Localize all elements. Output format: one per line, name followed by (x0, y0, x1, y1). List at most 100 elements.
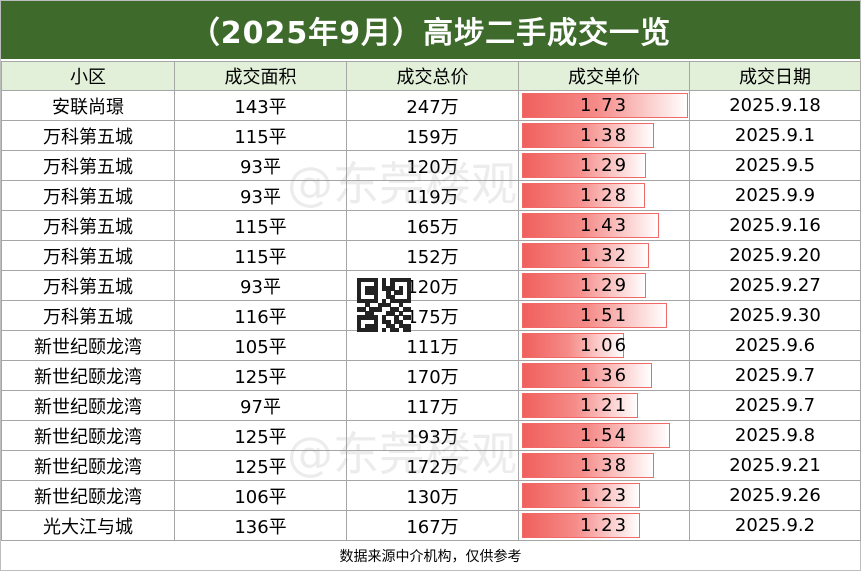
total-price-cell: 159万 (346, 120, 519, 151)
unit-price-cell: 1.73 (518, 90, 690, 121)
unit-price-bar (522, 273, 646, 298)
unit-price-cell: 1.43 (518, 210, 690, 241)
community-cell: 光大江与城 (1, 510, 175, 541)
area-cell: 93平 (174, 150, 347, 181)
date-cell: 2025.9.9 (689, 180, 861, 211)
community-cell: 万科第五城 (1, 270, 175, 301)
community-cell: 万科第五城 (1, 210, 175, 241)
table-row: 万科第五城 93平 120万 1.29 2025.9.5 (1, 150, 861, 181)
total-price-cell: 130万 (346, 480, 519, 511)
community-cell: 万科第五城 (1, 180, 175, 211)
unit-price-bar (522, 183, 645, 208)
area-cell: 125平 (174, 360, 347, 391)
unit-price-label: 1.29 (579, 275, 629, 296)
unit-price-cell: 1.38 (518, 450, 690, 481)
table-row: 万科第五城 115平 165万 1.43 2025.9.16 (1, 210, 861, 241)
date-cell: 2025.9.2 (689, 510, 861, 541)
date-cell: 2025.9.18 (689, 90, 861, 121)
total-price-cell: 165万 (346, 210, 519, 241)
unit-price-cell: 1.32 (518, 240, 690, 271)
qr-code-icon (357, 278, 412, 333)
header-area: 成交面积 (174, 61, 347, 91)
unit-price-label: 1.28 (579, 185, 629, 206)
date-cell: 2025.9.7 (689, 360, 861, 391)
unit-price-label: 1.43 (579, 215, 629, 236)
unit-price-cell: 1.23 (518, 510, 690, 541)
header-unit-price: 成交单价 (518, 61, 690, 91)
table-row: 光大江与城 136平 167万 1.23 2025.9.2 (1, 510, 861, 541)
watermark-text: @东莞楼观 (287, 157, 517, 211)
table-row: 新世纪颐龙湾 125平 172万 1.38 2025.9.21 (1, 450, 861, 481)
unit-price-bar (522, 423, 670, 448)
date-cell: 2025.9.20 (689, 240, 861, 271)
unit-price-bar (522, 123, 654, 148)
community-cell: 安联尚璟 (1, 90, 175, 121)
watermark-text: @东莞楼观 (287, 427, 517, 481)
unit-price-bar (522, 153, 646, 178)
data-source-note: 数据来源中介机构，仅供参考 (339, 548, 522, 565)
unit-price-bar (522, 483, 640, 508)
unit-price-cell: 1.54 (518, 420, 690, 451)
page-title: （2025年9月）高埗二手成交一览 (1, 1, 860, 59)
unit-price-bar (522, 393, 638, 418)
unit-price-cell: 1.29 (518, 270, 690, 301)
unit-price-label: 1.73 (579, 95, 629, 116)
unit-price-bar (522, 93, 688, 118)
area-cell: 115平 (174, 120, 347, 151)
unit-price-bar (522, 243, 649, 268)
header-total-price: 成交总价 (346, 61, 519, 91)
community-cell: 新世纪颐龙湾 (1, 480, 175, 511)
community-cell: 万科第五城 (1, 150, 175, 181)
date-cell: 2025.9.7 (689, 390, 861, 421)
community-cell: 新世纪颐龙湾 (1, 360, 175, 391)
date-cell: 2025.9.27 (689, 270, 861, 301)
unit-price-label: 1.51 (579, 305, 629, 326)
date-cell: 2025.9.1 (689, 120, 861, 151)
table-row: 万科第五城 93平 120万 1.29 2025.9.27 (1, 270, 861, 301)
community-cell: 新世纪颐龙湾 (1, 330, 175, 361)
table-row: 安联尚璟 143平 247万 1.73 2025.9.18 (1, 90, 861, 121)
total-price-cell: 172万 (346, 450, 519, 481)
transactions-table: 小区 成交面积 成交总价 成交单价 成交日期 安联尚璟 143平 247万 1.73 2… (1, 61, 861, 541)
total-price-cell: 247万 (346, 90, 519, 121)
table-row: 万科第五城 115平 152万 1.32 2025.9.20 (1, 240, 861, 271)
community-cell: 万科第五城 (1, 240, 175, 271)
area-cell: 106平 (174, 480, 347, 511)
area-cell: 93平 (174, 180, 347, 211)
table-row: 新世纪颐龙湾 97平 117万 1.21 2025.9.7 (1, 390, 861, 421)
area-cell: 93平 (174, 270, 347, 301)
unit-price-cell: 1.38 (518, 120, 690, 151)
date-cell: 2025.9.26 (689, 480, 861, 511)
unit-price-cell: 1.28 (518, 180, 690, 211)
total-price-cell: 167万 (346, 510, 519, 541)
unit-price-label: 1.06 (579, 335, 629, 356)
table-row: 万科第五城 115平 159万 1.38 2025.9.1 (1, 120, 861, 151)
date-cell: 2025.9.5 (689, 150, 861, 181)
unit-price-label: 1.32 (579, 245, 629, 266)
community-cell: 新世纪颐龙湾 (1, 450, 175, 481)
unit-price-cell: 1.36 (518, 360, 690, 391)
unit-price-label: 1.23 (579, 515, 629, 536)
total-price-cell: 120万 (346, 150, 519, 181)
date-cell: 2025.9.6 (689, 330, 861, 361)
unit-price-label: 1.54 (579, 425, 629, 446)
unit-price-cell: 1.23 (518, 480, 690, 511)
area-cell: 115平 (174, 240, 347, 271)
unit-price-cell: 1.51 (518, 300, 690, 331)
area-cell: 97平 (174, 390, 347, 421)
unit-price-bar (522, 213, 659, 238)
unit-price-label: 1.23 (579, 485, 629, 506)
area-cell: 105平 (174, 330, 347, 361)
area-cell: 143平 (174, 90, 347, 121)
date-cell: 2025.9.21 (689, 450, 861, 481)
unit-price-cell: 1.29 (518, 150, 690, 181)
header-community: 小区 (1, 61, 175, 91)
unit-price-cell: 1.06 (518, 330, 690, 361)
unit-price-label: 1.38 (579, 125, 629, 146)
unit-price-bar (522, 513, 640, 538)
community-cell: 新世纪颐龙湾 (1, 420, 175, 451)
date-cell: 2025.9.30 (689, 300, 861, 331)
unit-price-bar (522, 453, 654, 478)
date-cell: 2025.9.16 (689, 210, 861, 241)
community-cell: 万科第五城 (1, 120, 175, 151)
